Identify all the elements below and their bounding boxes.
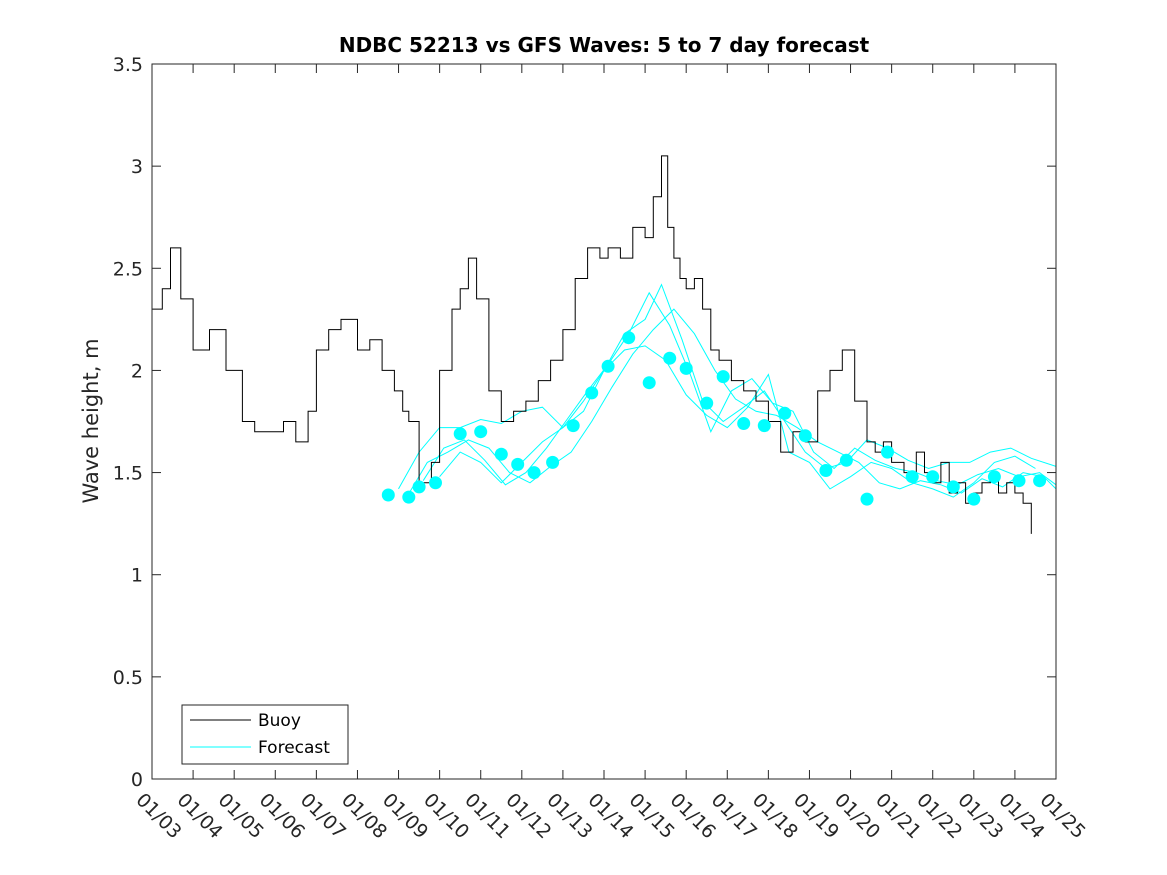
forecast-point: [601, 359, 615, 373]
y-tick-label: 0: [131, 769, 143, 791]
legend-forecast-label: Forecast: [258, 738, 330, 758]
forecast-point: [778, 406, 792, 420]
forecast-point: [622, 331, 636, 345]
forecast-point: [679, 361, 693, 375]
forecast-point: [402, 490, 416, 504]
y-tick-label: 3.5: [113, 54, 143, 76]
forecast-point: [429, 476, 442, 490]
chart-title: NDBC 52213 vs GFS Waves: 5 to 7 day fore…: [339, 33, 870, 57]
forecast-point: [757, 419, 771, 433]
forecast-point: [967, 492, 981, 506]
buoy-line: [152, 155, 1032, 534]
forecast-point: [642, 376, 656, 390]
forecast-point: [860, 492, 874, 506]
legend-buoy-label: Buoy: [258, 711, 301, 731]
y-tick-label: 3: [131, 156, 143, 178]
forecast-point: [663, 351, 677, 365]
forecast-point: [412, 480, 426, 494]
forecast-point: [474, 425, 488, 439]
forecast-point: [926, 470, 940, 484]
forecast-point: [819, 464, 833, 477]
y-axis-label: Wave height, m: [79, 338, 103, 503]
forecast-point: [700, 396, 714, 410]
forecast-point: [881, 445, 894, 459]
legend: Buoy Forecast: [181, 704, 349, 765]
forecast-point: [494, 447, 508, 461]
forecast-point: [585, 386, 599, 400]
series-layer: [152, 155, 1057, 534]
forecast-point: [1033, 474, 1047, 488]
y-tick-label: 1: [131, 565, 143, 587]
forecast-point: [511, 457, 525, 471]
forecast-point: [453, 427, 467, 441]
forecast-point: [381, 488, 395, 502]
forecast-point: [546, 455, 560, 469]
forecast-line-4: [439, 345, 1036, 498]
y-tick-label: 2.5: [113, 258, 143, 280]
forecast-point: [566, 419, 580, 433]
y-tick-label: 1.5: [113, 463, 143, 485]
forecast-point: [839, 453, 853, 467]
forecast-point: [798, 429, 812, 443]
legend-box: [181, 704, 349, 765]
y-tick-label: 2: [131, 360, 143, 382]
forecast-point: [737, 417, 751, 430]
forecast-point: [716, 370, 730, 384]
forecast-line-1: [398, 283, 1057, 490]
forecast-point: [527, 466, 541, 480]
plot-area: [152, 64, 1056, 779]
forecast-point: [1012, 474, 1026, 488]
forecast-point: [946, 480, 960, 494]
forecast-point: [905, 470, 919, 484]
y-tick-label: 0.5: [113, 667, 143, 689]
forecast-point: [987, 470, 1001, 484]
